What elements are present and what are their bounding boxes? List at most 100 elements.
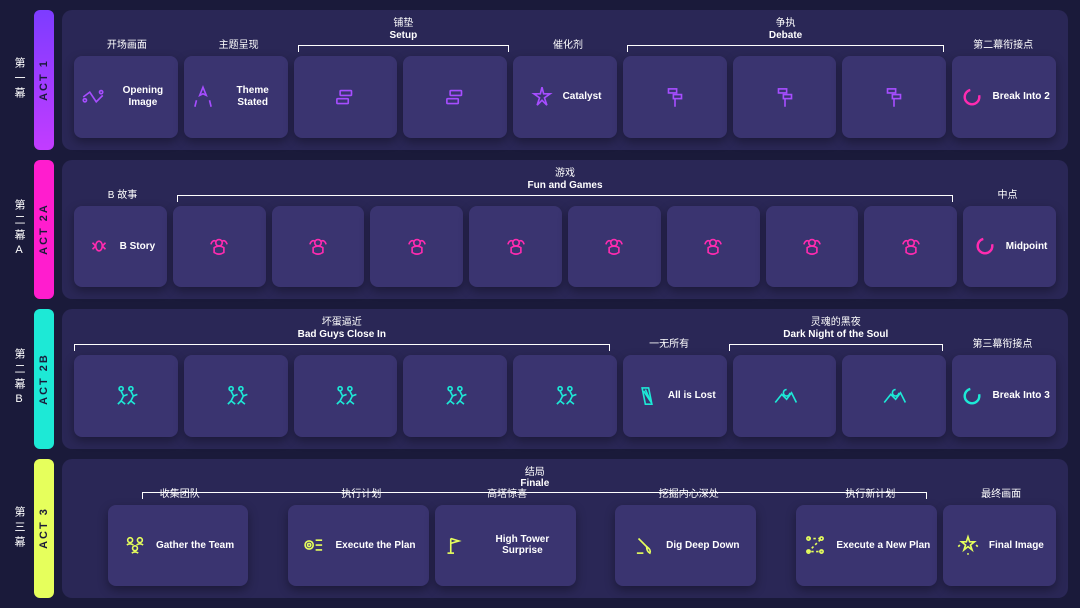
fun-icon	[799, 233, 825, 259]
beat-card[interactable]	[294, 355, 398, 437]
beat-card[interactable]: All is Lost	[623, 355, 727, 437]
bstory-icon	[86, 233, 112, 259]
group-en: Bad Guys Close In	[298, 329, 386, 341]
beat-card[interactable]	[667, 206, 760, 288]
beat-card[interactable]	[469, 206, 562, 288]
spacer	[582, 505, 610, 587]
beat-card[interactable]	[766, 206, 859, 288]
beat-card[interactable]	[513, 355, 617, 437]
group-cn: 一无所有	[649, 339, 689, 351]
spacer	[74, 505, 102, 587]
cards-row: Gather the Team Execute the Plan High Towe…	[74, 505, 1056, 587]
run-icon	[223, 383, 249, 409]
run-icon	[113, 383, 139, 409]
group-header: 主题呈现	[186, 40, 292, 52]
setup-icon	[332, 84, 358, 110]
cards-row: Opening ImageTheme Stated Catalyst Break I…	[74, 56, 1056, 138]
card-label: B Story	[120, 241, 156, 253]
group-cn: 灵魂的黑夜	[811, 317, 861, 329]
group-cn: 争执	[776, 18, 796, 30]
debate-icon	[881, 84, 907, 110]
beat-card[interactable]	[370, 206, 463, 288]
group-en: Setup	[389, 30, 417, 42]
group-cn: B 故事	[108, 190, 137, 202]
group-header: 第三幕衔接点	[949, 339, 1056, 351]
opening-icon	[80, 84, 106, 110]
beat-card[interactable]	[74, 355, 178, 437]
cards-row: B Story Midpoint	[74, 206, 1056, 288]
bracket	[74, 344, 610, 351]
group-headers: 开场画面主题呈现铺垫Setup催化剂争执Debate第二幕衔接点	[74, 18, 1056, 52]
finale-header: 结局Finale	[142, 463, 927, 499]
group-header: 一无所有	[616, 339, 723, 351]
beat-card[interactable]	[173, 206, 266, 288]
dig-icon	[632, 532, 658, 558]
beat-card[interactable]	[842, 56, 946, 138]
beat-card[interactable]	[403, 355, 507, 437]
card-label: Execute the Plan	[335, 540, 415, 552]
card-label: Final Image	[989, 540, 1044, 552]
group-header: 催化剂	[515, 40, 621, 52]
beat-card[interactable]: High Tower Surprise	[435, 505, 576, 587]
bracket	[627, 45, 944, 52]
act-tab: ACT 3	[34, 459, 54, 599]
card-label: Break Into 2	[993, 91, 1050, 103]
act-tab: ACT 2A	[34, 160, 54, 300]
beat-card[interactable]	[568, 206, 661, 288]
group-en: Dark Night of the Soul	[783, 329, 888, 341]
bracket	[177, 195, 953, 202]
beat-card[interactable]: Catalyst	[513, 56, 617, 138]
spacer	[254, 505, 282, 587]
beat-card[interactable]: Gather the Team	[108, 505, 249, 587]
beat-card[interactable]: B Story	[74, 206, 167, 288]
team-icon	[122, 532, 148, 558]
beat-card[interactable]	[842, 355, 946, 437]
beat-card[interactable]: Break Into 2	[952, 56, 1056, 138]
group-cn: 中点	[998, 190, 1018, 202]
beat-card[interactable]	[294, 56, 398, 138]
act-panel: B 故事 游戏Fun and Games 中点 B Story Midpoint	[62, 160, 1068, 300]
beat-card[interactable]: Execute a New Plan	[796, 505, 937, 587]
group-header: B 故事	[74, 190, 171, 202]
card-label: Break Into 3	[993, 390, 1050, 402]
group-headers: B 故事 游戏Fun and Games 中点	[74, 168, 1056, 202]
beat-card[interactable]	[272, 206, 365, 288]
run-icon	[552, 383, 578, 409]
act-row-act2b: 第二幕BACT 2B坏蛋逼近Bad Guys Close In一无所有灵魂的黑夜…	[12, 309, 1068, 449]
beat-card[interactable]	[403, 56, 507, 138]
break-icon	[959, 84, 985, 110]
act-row-act2a: 第二幕AACT 2AB 故事游戏Fun and Games中点B StoryMi…	[12, 160, 1068, 300]
card-label: Dig Deep Down	[666, 540, 739, 552]
group-cn: 最终画面	[981, 489, 1021, 501]
beat-card[interactable]	[184, 355, 288, 437]
beat-card[interactable]: Dig Deep Down	[615, 505, 756, 587]
beat-card[interactable]	[733, 355, 837, 437]
run-icon	[332, 383, 358, 409]
beat-card[interactable]: Theme Stated	[184, 56, 288, 138]
beat-card[interactable]	[623, 56, 727, 138]
group-cn: 催化剂	[553, 40, 583, 52]
bracket	[729, 344, 943, 351]
beat-card[interactable]: Opening Image	[74, 56, 178, 138]
spacer	[762, 505, 790, 587]
group-cn: 第三幕衔接点	[972, 339, 1032, 351]
act-tab: ACT 2B	[34, 309, 54, 449]
group-cn: 主题呈现	[219, 40, 259, 52]
group-header: 灵魂的黑夜Dark Night of the Soul	[729, 317, 943, 351]
debate-icon	[662, 84, 688, 110]
theme-icon	[190, 84, 216, 110]
beat-card[interactable]: Final Image	[943, 505, 1056, 587]
fun-icon	[503, 233, 529, 259]
break-icon	[959, 383, 985, 409]
tower-icon	[441, 532, 467, 558]
group-header: 开场画面	[74, 40, 180, 52]
beat-card[interactable]: Break Into 3	[952, 355, 1056, 437]
card-label: Execute a New Plan	[836, 540, 930, 552]
beat-card[interactable]: Midpoint	[963, 206, 1056, 288]
beat-card[interactable]	[733, 56, 837, 138]
group-header: 游戏Fun and Games	[177, 168, 953, 202]
card-label: Gather the Team	[156, 540, 234, 552]
act-row-act3: 第三幕ACT 3收集团队执行计划高塔惊喜挖掘内心深处执行新计划最终画面结局Fin…	[12, 459, 1068, 599]
beat-card[interactable]	[864, 206, 957, 288]
beat-card[interactable]: Execute the Plan	[288, 505, 429, 587]
